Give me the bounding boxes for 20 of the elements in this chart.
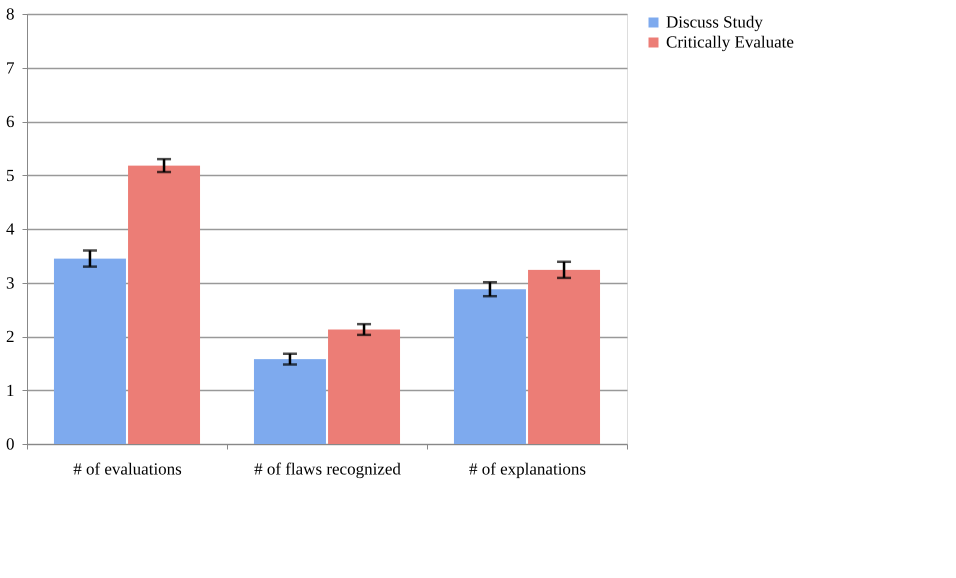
legend-label: Discuss Study [666,12,764,32]
x-tick-label: # of flaws recognized [254,460,402,478]
x-tick-label: # of explanations [468,460,586,478]
y-tick-label: 3 [6,273,14,292]
bar [54,258,126,444]
bar [254,359,326,444]
bar [328,330,400,444]
bar [128,166,200,444]
y-tick-label: 2 [6,327,14,346]
y-tick-label: 6 [6,112,14,131]
y-tick-label: 7 [6,58,15,78]
y-tick-label: 0 [6,434,14,454]
y-tick-label: 1 [6,380,14,400]
legend-label: Critically Evaluate [666,32,794,52]
x-tick-label: # of evaluations [73,460,182,478]
bar [454,289,526,444]
bar [528,270,600,444]
y-tick-label: 8 [6,4,14,24]
y-tick-label: 5 [6,166,14,185]
y-tick-label: 4 [6,220,15,238]
